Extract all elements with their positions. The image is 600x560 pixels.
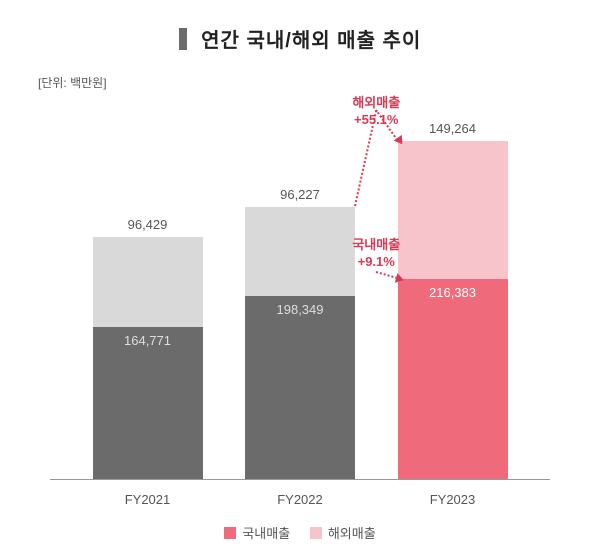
x-axis-label: FY2022 (245, 492, 355, 507)
x-axis-label: FY2023 (398, 492, 508, 507)
title-marker (179, 28, 187, 50)
bar-domestic: 164,771 (93, 327, 203, 479)
callout-connector (376, 271, 398, 279)
bar-domestic-value: 198,349 (245, 302, 355, 317)
bar-overseas: 149,264 (398, 141, 508, 279)
legend-label-domestic: 국내매출 (242, 523, 290, 542)
legend-label-overseas: 해외매출 (328, 523, 376, 542)
bar-overseas-value: 96,227 (245, 187, 355, 202)
legend-swatch-overseas (310, 527, 322, 539)
unit-label: [단위: 백만원] (38, 74, 107, 91)
legend-swatch-domestic (224, 527, 236, 539)
bar-domestic-value: 164,771 (93, 333, 203, 348)
bar-overseas: 96,227 (245, 207, 355, 296)
legend-item-domestic: 국내매출 (224, 523, 290, 542)
legend: 국내매출 해외매출 (0, 523, 600, 542)
chart-title-row: 연간 국내/해외 매출 추이 (0, 24, 600, 53)
legend-item-overseas: 해외매출 (310, 523, 376, 542)
x-axis-label: FY2021 (93, 492, 203, 507)
bar-overseas-value: 149,264 (398, 121, 508, 136)
growth-callout-domestic: 국내매출+9.1% (349, 237, 404, 271)
revenue-chart: 연간 국내/해외 매출 추이 [단위: 백만원] 164,771 96,429 FY… (0, 0, 600, 560)
bar-domestic: 216,383 (398, 279, 508, 479)
chart-title: 연간 국내/해외 매출 추이 (201, 30, 421, 52)
plot-area: 164,77196,429FY2021198,34996,227FY202221… (50, 110, 550, 480)
bar-overseas-value: 96,429 (93, 217, 203, 232)
bar-domestic: 198,349 (245, 296, 355, 479)
bar-domestic-value: 216,383 (398, 285, 508, 300)
bar-overseas: 96,429 (93, 237, 203, 326)
